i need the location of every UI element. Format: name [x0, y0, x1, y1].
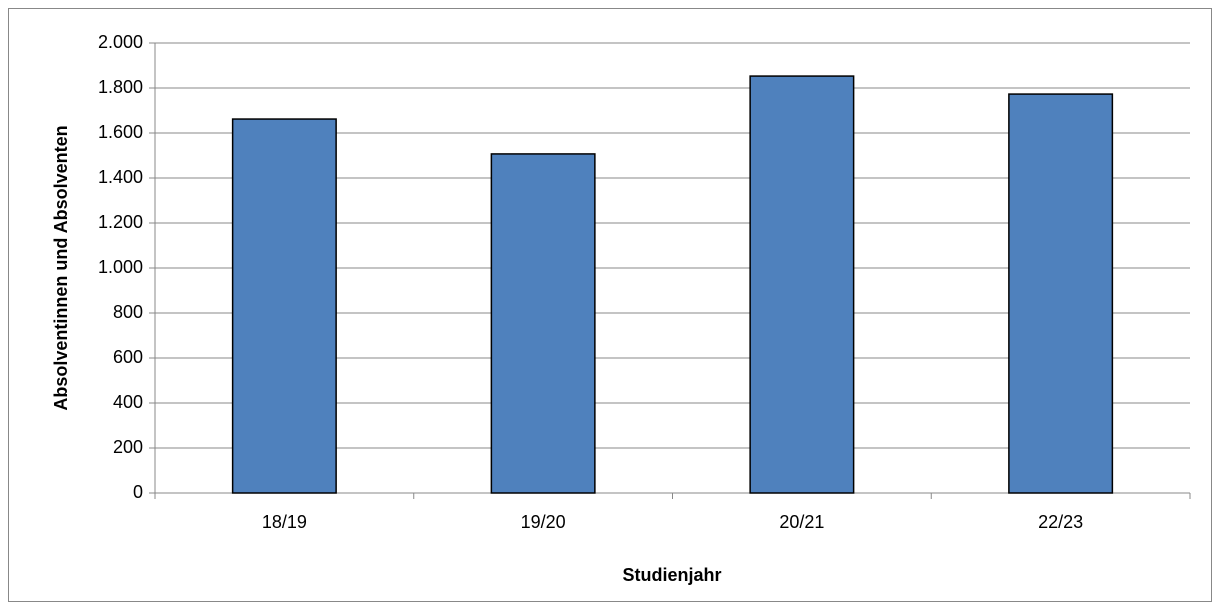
y-tick-label: 0	[133, 482, 143, 502]
y-tick-label: 400	[113, 392, 143, 412]
x-axis-label: Studienjahr	[622, 565, 721, 585]
x-tick-label: 18/19	[262, 512, 307, 532]
x-tick-label: 22/23	[1038, 512, 1083, 532]
x-tick-label: 19/20	[521, 512, 566, 532]
y-tick-label: 2.000	[98, 32, 143, 52]
y-axis-label: Absolventinnen und Absolventen	[51, 125, 71, 410]
x-tick-label: 20/21	[779, 512, 824, 532]
y-tick-label: 1.000	[98, 257, 143, 277]
y-tick-label: 200	[113, 437, 143, 457]
bar	[490, 153, 596, 494]
y-tick-label: 1.200	[98, 212, 143, 232]
y-tick-label: 1.400	[98, 167, 143, 187]
y-tick-label: 600	[113, 347, 143, 367]
y-tick-label: 800	[113, 302, 143, 322]
y-tick-label: 1.800	[98, 77, 143, 97]
y-tick-label: 1.600	[98, 122, 143, 142]
bar	[749, 75, 855, 494]
bar	[231, 118, 337, 494]
bar	[1008, 93, 1114, 494]
